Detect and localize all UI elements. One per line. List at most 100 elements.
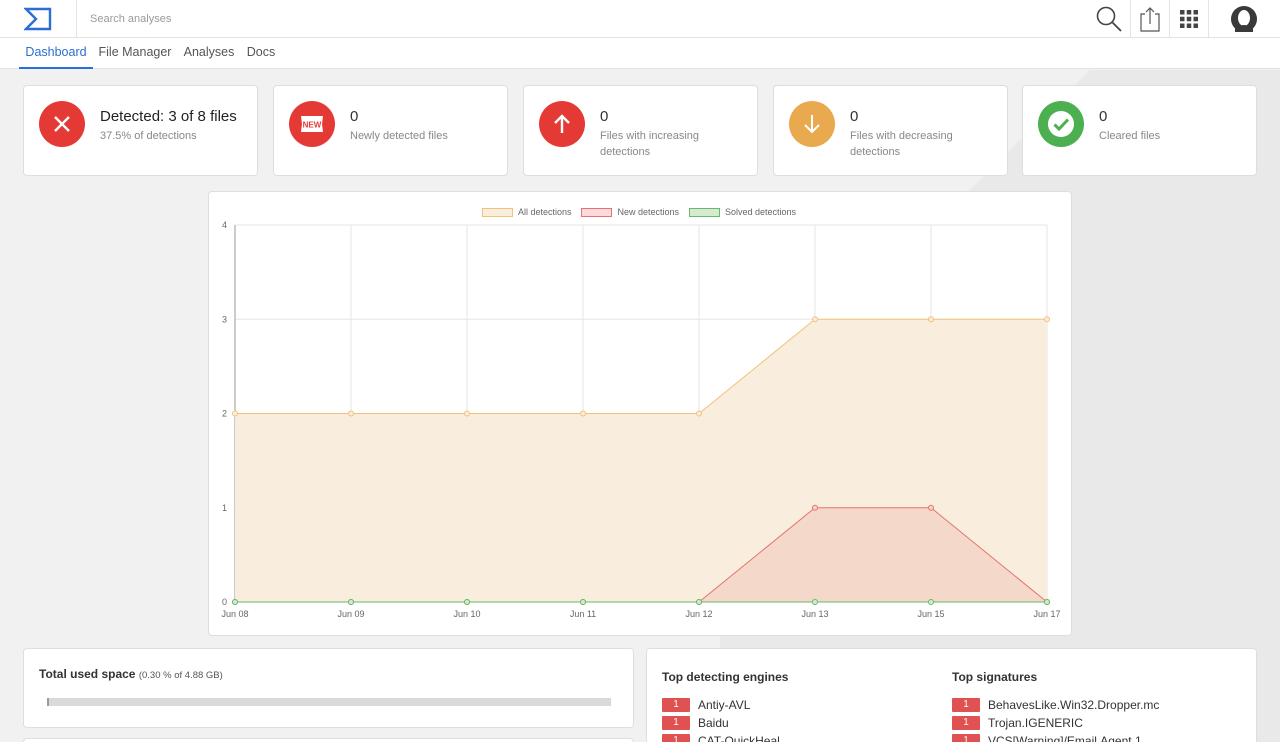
new-icon: NEW [289, 101, 335, 147]
detections-chart-card: All detections New detections Solved det… [208, 191, 1072, 636]
x-tick-label: Jun 09 [337, 609, 364, 619]
legend-swatch [481, 207, 513, 217]
header-divider [1130, 0, 1131, 38]
engine-name: CAT-QuickHeal [698, 734, 780, 742]
stat-card-cleared[interactable]: 0 Cleared files [1022, 85, 1257, 176]
top-signatures-list: 1 BehavesLike.Win32.Dropper.mc 1 Trojan.IG… [952, 696, 1159, 742]
nav-bar: Dashboard File Manager Analyses Docs [0, 38, 1280, 69]
legend-item-new[interactable]: New detections [581, 207, 679, 217]
used-space-subtitle: (0.30 % of 4.88 GB) [138, 670, 223, 681]
svg-text:NEW: NEW [303, 121, 322, 130]
stat-card-increasing[interactable]: 0 Files with increasing detections [523, 85, 758, 176]
legend-label: Solved detections [725, 207, 797, 217]
data-point [812, 504, 818, 511]
stat-value: 0 [1099, 108, 1108, 125]
stat-value: Detected: 3 of 8 files [100, 108, 237, 125]
legend-item-solved[interactable]: Solved detections [689, 207, 796, 217]
legend-swatch [581, 207, 613, 217]
stat-card-new[interactable]: NEW 0 Newly detected files [273, 85, 508, 176]
top-lists-card: Top detecting engines 1 Antiy-AVL 1 Baidu … [646, 648, 1257, 742]
search-input[interactable] [90, 10, 690, 28]
legend-item-all[interactable]: All detections [481, 207, 572, 217]
tab-file-manager[interactable]: File Manager [98, 45, 172, 59]
top-signatures-title: Top signatures [952, 670, 1038, 684]
x-tick-label: Jun 13 [801, 609, 828, 619]
data-point [232, 410, 238, 417]
data-point [464, 410, 470, 417]
apps-grid-icon[interactable] [1170, 0, 1208, 38]
tab-docs[interactable]: Docs [246, 45, 276, 59]
detections-area-chart: 0 1 2 3 4 Jun 08 Jun 09 Jun 10 Jun 11 Jun 12 Jun 1… [221, 220, 1060, 619]
list-item[interactable]: 1 CAT-QuickHeal [662, 732, 780, 742]
data-point [928, 316, 934, 323]
y-tick-label: 0 [222, 597, 227, 607]
logo-icon[interactable] [24, 7, 52, 31]
header-divider [1169, 0, 1170, 38]
used-space-title: Total used space (0.30 % of 4.88 GB) [39, 667, 223, 681]
data-point [1044, 316, 1050, 323]
data-point [232, 599, 238, 605]
engine-name: Baidu [698, 716, 729, 730]
used-space-progress-fill [47, 698, 49, 706]
data-point [464, 599, 470, 605]
series-area [235, 507, 1047, 602]
stat-label: 37.5% of detections [100, 130, 197, 142]
arrow-up-icon [539, 101, 585, 147]
stat-card-decreasing[interactable]: 0 Files with decreasing detections [773, 85, 1008, 176]
next-card [23, 738, 634, 742]
y-tick-label: 4 [222, 220, 227, 230]
signature-name: Trojan.IGENERIC [988, 716, 1083, 730]
search-icon[interactable] [1090, 0, 1128, 38]
list-item[interactable]: 1 VCS[Warning]/Email.Agent.1 [952, 732, 1159, 742]
count-badge: 1 [662, 734, 690, 742]
data-point [812, 599, 818, 605]
data-point [696, 410, 702, 417]
data-point [928, 599, 934, 605]
list-item[interactable]: 1 Baidu [662, 714, 780, 732]
data-point [348, 410, 354, 417]
tab-analyses[interactable]: Analyses [183, 45, 235, 59]
stat-card-detected[interactable]: Detected: 3 of 8 files 37.5% of detectio… [23, 85, 258, 176]
user-avatar-icon[interactable] [1224, 0, 1264, 38]
legend-swatch [689, 207, 721, 217]
legend-label: New detections [617, 207, 680, 217]
close-icon [39, 101, 85, 147]
upload-icon[interactable] [1131, 0, 1169, 38]
arrow-down-icon [789, 101, 835, 147]
x-tick-label: Jun 10 [453, 609, 480, 619]
y-tick-label: 1 [222, 503, 227, 513]
data-point [580, 410, 586, 417]
header-divider [1208, 0, 1209, 38]
stat-label: Newly detected files [350, 130, 448, 142]
y-tick-label: 2 [222, 409, 227, 419]
list-item[interactable]: 1 BehavesLike.Win32.Dropper.mc [952, 696, 1159, 714]
x-tick-label: Jun 17 [1033, 609, 1060, 619]
data-point [696, 599, 702, 605]
data-point [580, 599, 586, 605]
stat-label: Cleared files [1099, 130, 1161, 142]
stat-label: Files with increasing detections [600, 130, 700, 158]
used-space-card: Total used space (0.30 % of 4.88 GB) [23, 648, 634, 728]
engine-name: Antiy-AVL [698, 698, 751, 712]
list-item[interactable]: 1 Antiy-AVL [662, 696, 780, 714]
x-tick-label: Jun 08 [221, 609, 248, 619]
count-badge: 1 [952, 734, 980, 742]
y-tick-label: 3 [222, 314, 227, 324]
stat-value: 0 [850, 108, 859, 125]
top-engines-list: 1 Antiy-AVL 1 Baidu 1 CAT-QuickHeal [662, 696, 780, 742]
legend-label: All detections [517, 207, 572, 217]
x-tick-label: Jun 11 [570, 609, 596, 619]
tab-dashboard[interactable]: Dashboard [19, 38, 93, 69]
chart-legend: All detections New detections Solved det… [209, 207, 1071, 217]
count-badge: 1 [662, 698, 690, 712]
top-bar [0, 0, 1280, 38]
signature-name: BehavesLike.Win32.Dropper.mc [988, 698, 1160, 712]
count-badge: 1 [662, 716, 690, 730]
signature-name: VCS[Warning]/Email.Agent.1 [988, 734, 1142, 742]
header-divider [76, 0, 77, 38]
count-badge: 1 [952, 716, 980, 730]
list-item[interactable]: 1 Trojan.IGENERIC [952, 714, 1159, 732]
top-engines-title: Top detecting engines [662, 670, 789, 684]
stat-value: 0 [350, 108, 359, 125]
count-badge: 1 [952, 698, 980, 712]
